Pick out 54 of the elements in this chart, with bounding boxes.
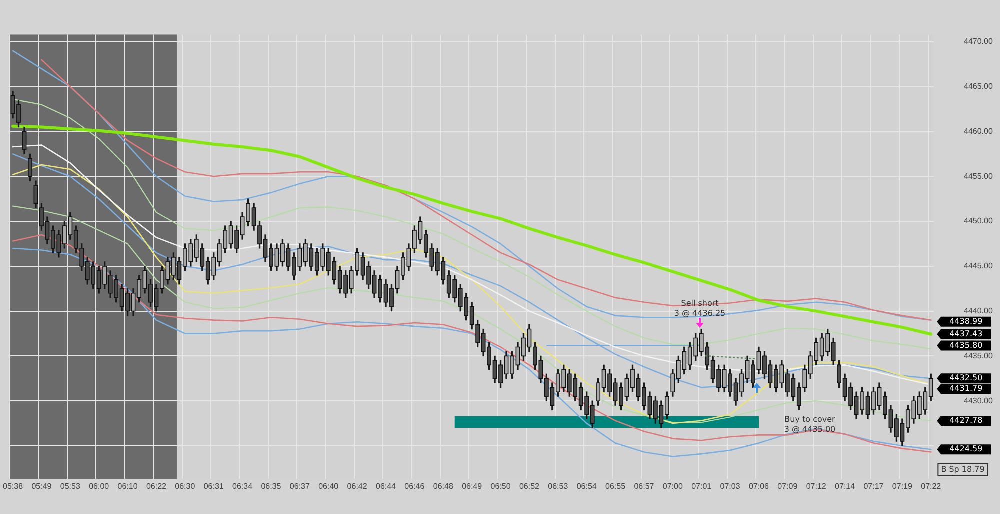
y-tick-label: 4450.00: [964, 216, 994, 226]
x-tick-label: 05:53: [60, 482, 81, 492]
y-tick-label: 4430.00: [964, 396, 994, 406]
annotation: 4424.59: [950, 444, 983, 454]
annotation: Sell short: [681, 299, 719, 308]
x-tick-label: 05:38: [3, 482, 24, 492]
x-tick-label: 06:55: [606, 482, 626, 492]
annotation: 4427.78: [950, 416, 983, 426]
annotation: 4435.80: [950, 340, 983, 350]
x-tick-label: 07:09: [778, 482, 798, 492]
x-tick-label: 06:00: [89, 482, 110, 492]
x-tick-label: 06:42: [347, 482, 368, 492]
x-tick-label: 07:14: [835, 482, 856, 492]
annotation: 3 @ 4435.00: [784, 425, 836, 434]
x-tick-label: 06:50: [490, 482, 512, 492]
x-tick-label: 06:30: [175, 482, 196, 492]
y-tick-label: 4440.00: [964, 306, 994, 316]
x-tick-label: 05:49: [32, 482, 52, 492]
y-tick-label: 4470.00: [964, 37, 994, 46]
x-tick-label: 06:35: [261, 482, 282, 492]
y-tick-label: 4455.00: [964, 172, 994, 181]
x-tick-label: 06:54: [576, 482, 598, 492]
x-tick-label: 07:17: [864, 482, 884, 492]
x-tick-label: 07:00: [662, 482, 684, 492]
x-tick-label: 06:10: [118, 482, 138, 492]
annotation: 4432.50: [950, 374, 983, 383]
annotation: 4438.99: [950, 316, 983, 326]
x-tick-label: 06:57: [634, 482, 655, 492]
x-tick-label: 06:37: [290, 482, 310, 492]
x-tick-label: 06:44: [376, 482, 397, 492]
x-tick-label: 07:19: [892, 482, 913, 492]
x-tick-label: 06:46: [404, 482, 426, 492]
x-tick-label: 06:22: [146, 482, 168, 492]
x-tick-label: 06:52: [519, 482, 540, 492]
x-tick-label: 06:31: [204, 482, 224, 492]
x-tick-label: 07:22: [921, 482, 942, 492]
x-tick-label: 06:48: [433, 482, 454, 492]
annotation: Buy to cover: [784, 415, 836, 424]
x-tick-label: 06:40: [318, 482, 340, 492]
y-tick-label: 4460.00: [964, 126, 994, 136]
y-tick-label: 4465.00: [964, 82, 994, 92]
annotation: 4431.79: [950, 384, 983, 394]
x-tick-label: 07:06: [748, 482, 770, 492]
x-tick-label: 07:12: [806, 482, 827, 492]
x-tick-label: 07:01: [692, 482, 712, 492]
annotation: 4437.43: [950, 329, 983, 338]
y-tick-label: 4435.00: [964, 351, 994, 360]
annotation: 3 @ 4436.25: [674, 309, 726, 318]
x-tick-label: 06:53: [548, 482, 569, 492]
y-tick-label: 4445.00: [964, 262, 994, 271]
x-tick-label: 06:49: [462, 482, 483, 492]
x-tick-label: 06:34: [232, 482, 254, 492]
x-tick-label: 07:03: [720, 482, 741, 492]
text: B Sp 18.79: [941, 465, 985, 474]
